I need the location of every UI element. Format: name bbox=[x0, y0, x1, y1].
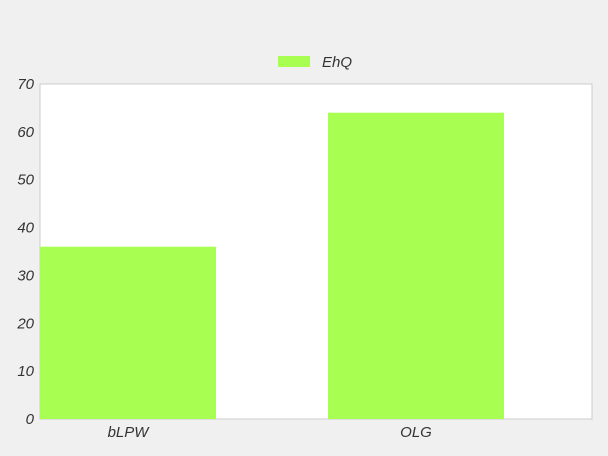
x-tick-label: OLG bbox=[400, 424, 432, 441]
x-axis: bLPW OLG bbox=[108, 424, 433, 441]
legend-label: EhQ bbox=[322, 54, 352, 71]
y-tick-label: 10 bbox=[17, 363, 34, 380]
y-axis: 0 10 20 30 40 50 60 70 bbox=[16, 76, 34, 428]
x-tick-label: bLPW bbox=[108, 424, 151, 441]
y-tick-label: 20 bbox=[16, 315, 34, 332]
y-tick-label: 50 bbox=[17, 172, 34, 189]
y-tick-label: 0 bbox=[26, 411, 35, 428]
y-tick-label: 70 bbox=[17, 76, 34, 93]
bar-OLG bbox=[328, 112, 504, 419]
legend-swatch bbox=[278, 56, 310, 67]
bar-bLPW bbox=[40, 246, 216, 419]
y-tick-label: 40 bbox=[17, 220, 34, 237]
legend: EhQ bbox=[278, 54, 352, 71]
y-tick-label: 60 bbox=[17, 124, 34, 141]
y-tick-label: 30 bbox=[17, 267, 34, 284]
bars-group bbox=[40, 112, 504, 419]
